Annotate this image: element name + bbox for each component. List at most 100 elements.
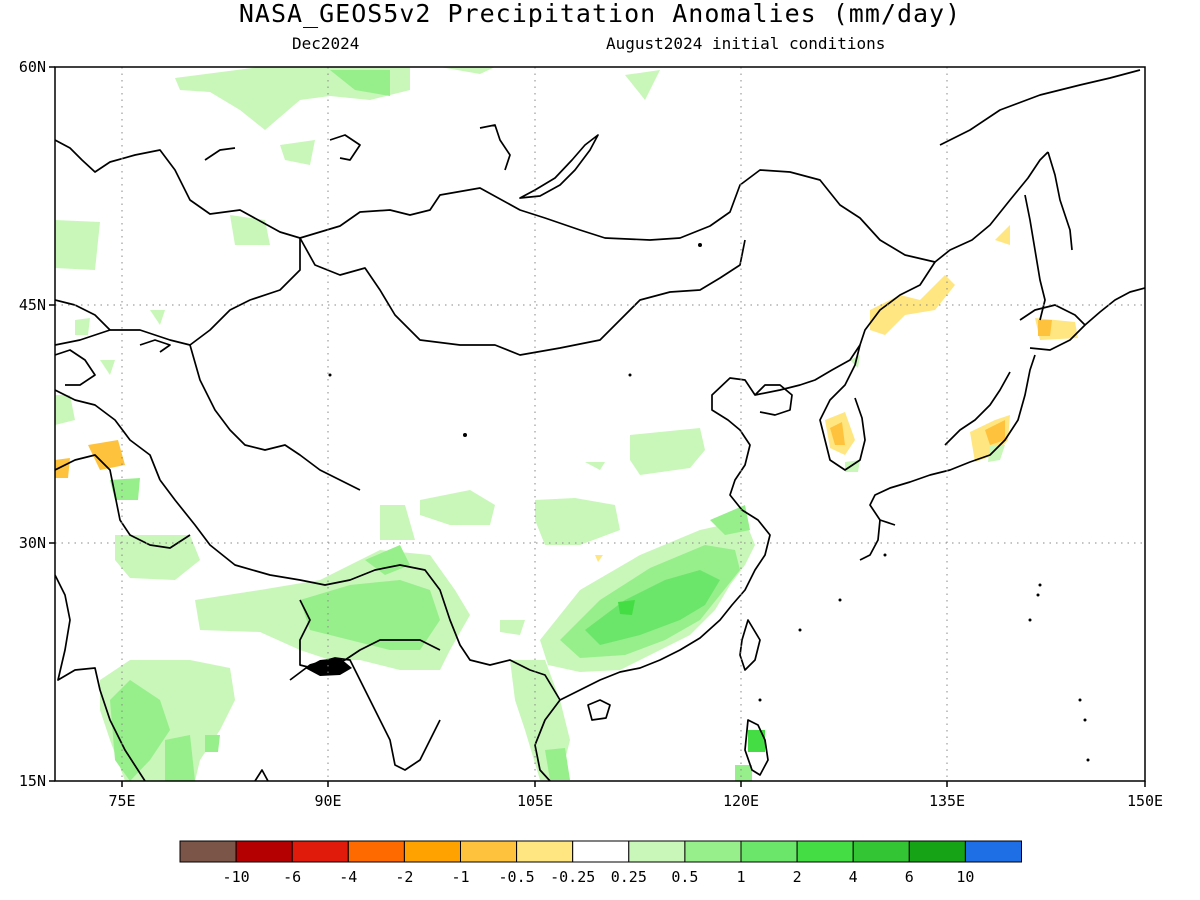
colorbar-label: 1 <box>736 868 745 886</box>
coastline-yenisei <box>204 147 236 161</box>
coastline-caspian-east <box>55 299 111 331</box>
island <box>1083 718 1087 722</box>
colorbar-swatch <box>403 840 461 863</box>
lon-tick-label: 105E <box>517 792 553 810</box>
colorbar-label: -10 <box>223 868 250 886</box>
anomaly-region <box>300 580 440 650</box>
coastline-ob <box>479 124 511 171</box>
anomaly-region <box>165 735 195 781</box>
coastline-hainan <box>587 699 611 721</box>
anomaly-region <box>280 140 315 165</box>
coastline-kuril <box>1084 287 1145 326</box>
anomaly-region <box>630 428 705 475</box>
colorbar-label: -0.25 <box>550 868 595 886</box>
anomaly-region <box>618 600 635 615</box>
colorbar-swatch <box>684 840 742 863</box>
colorbar-swatch <box>796 840 854 863</box>
anomaly-region <box>100 360 115 375</box>
anomaly-region <box>110 680 170 781</box>
lat-tick-label: 30N <box>19 534 46 552</box>
coastline-okhotsk-east <box>1047 151 1073 251</box>
anomaly-region <box>110 478 140 500</box>
border-himalaya <box>159 479 561 701</box>
anomaly-region <box>420 490 495 525</box>
border-pakistan <box>55 454 191 549</box>
colorbar-label: -1 <box>451 868 469 886</box>
anomaly-region <box>585 462 605 470</box>
anomaly-region <box>985 420 1005 445</box>
anomaly-region <box>115 535 200 580</box>
island <box>463 433 467 437</box>
island <box>1086 758 1090 762</box>
lat-tick-label: 60N <box>19 58 46 76</box>
anomaly-region <box>830 422 845 445</box>
lon-tick-label: 150E <box>1127 792 1163 810</box>
anomaly-shading <box>55 67 1078 781</box>
island <box>1028 618 1032 622</box>
island <box>798 628 802 632</box>
lon-tick-label: 90E <box>314 792 341 810</box>
colorbar-swatch <box>291 840 349 863</box>
anomaly-region <box>330 70 390 96</box>
colorbar-swatch <box>964 840 1023 863</box>
island <box>628 373 632 377</box>
coastline-baikal <box>519 134 599 199</box>
colorbar-swatch <box>908 840 966 863</box>
map-frame <box>54 66 1146 782</box>
border-central-asia <box>55 389 161 481</box>
anomaly-region <box>365 545 410 575</box>
coastline-honshu <box>869 354 1036 526</box>
anomaly-region <box>595 555 603 562</box>
colorbar-label: -6 <box>283 868 301 886</box>
anomaly-region <box>150 310 165 325</box>
anomaly-region <box>75 318 90 335</box>
colorbar-label: -2 <box>395 868 413 886</box>
lon-tick-label: 135E <box>929 792 965 810</box>
lat-tick-label: 15N <box>19 772 46 790</box>
anomaly-region <box>710 505 750 535</box>
colorbar-swatch <box>179 840 237 863</box>
lon-tick-label: 75E <box>108 792 135 810</box>
initial-conditions: August2024 initial conditions <box>606 34 886 53</box>
coastline-honshu-inner <box>944 371 1011 446</box>
colorbar-swatch <box>460 840 518 863</box>
anomaly-region <box>55 395 75 425</box>
coastline-sakhalin <box>1024 194 1046 321</box>
coastline-bay-bengal <box>289 657 441 771</box>
colorbar-label: 4 <box>849 868 858 886</box>
island <box>1078 698 1082 702</box>
coastline-china-east <box>559 261 936 701</box>
coastline-mongolia-border <box>299 237 746 356</box>
colorbar-label: -0.5 <box>499 868 535 886</box>
anomaly-region <box>870 275 955 335</box>
colorbar-label: 10 <box>956 868 974 886</box>
colorbar-swatch <box>852 840 910 863</box>
coastline-sri-lanka <box>254 769 269 781</box>
anomaly-region <box>55 458 70 478</box>
anomaly-region <box>88 440 125 470</box>
coastline-ganges-delta <box>305 658 352 676</box>
anomaly-region <box>735 765 752 781</box>
lon-tick-label: 120E <box>723 792 759 810</box>
coastline-aral <box>55 349 96 386</box>
island <box>838 598 842 602</box>
anomaly-region <box>585 570 720 645</box>
island <box>883 553 887 557</box>
anomaly-region <box>1038 320 1052 336</box>
anomaly-region <box>500 620 525 635</box>
coastline-indochina <box>534 699 561 781</box>
colorbar: -10 -6 -4 -2 -1 -0.5 -0.25 0.25 0.5 1 2 4 6 10 <box>179 840 1023 886</box>
coastline-korea <box>819 344 866 471</box>
island <box>698 243 702 247</box>
anomaly-region <box>988 445 1005 462</box>
colorbar-swatch <box>347 840 405 863</box>
axis-labels: 60N 45N 30N 15N 75E 90E 105E 120E 135E 150E <box>19 58 1163 810</box>
forecast-month: Dec2024 <box>292 34 360 53</box>
coastline-kyushu <box>859 519 881 561</box>
island <box>1038 583 1042 587</box>
coastline-balkhash <box>139 339 171 353</box>
map-title: NASA_GEOS5v2 Precipitation Anomalies (mm… <box>238 0 962 28</box>
colorbar-swatch <box>516 840 574 863</box>
coastline-india <box>55 574 146 781</box>
